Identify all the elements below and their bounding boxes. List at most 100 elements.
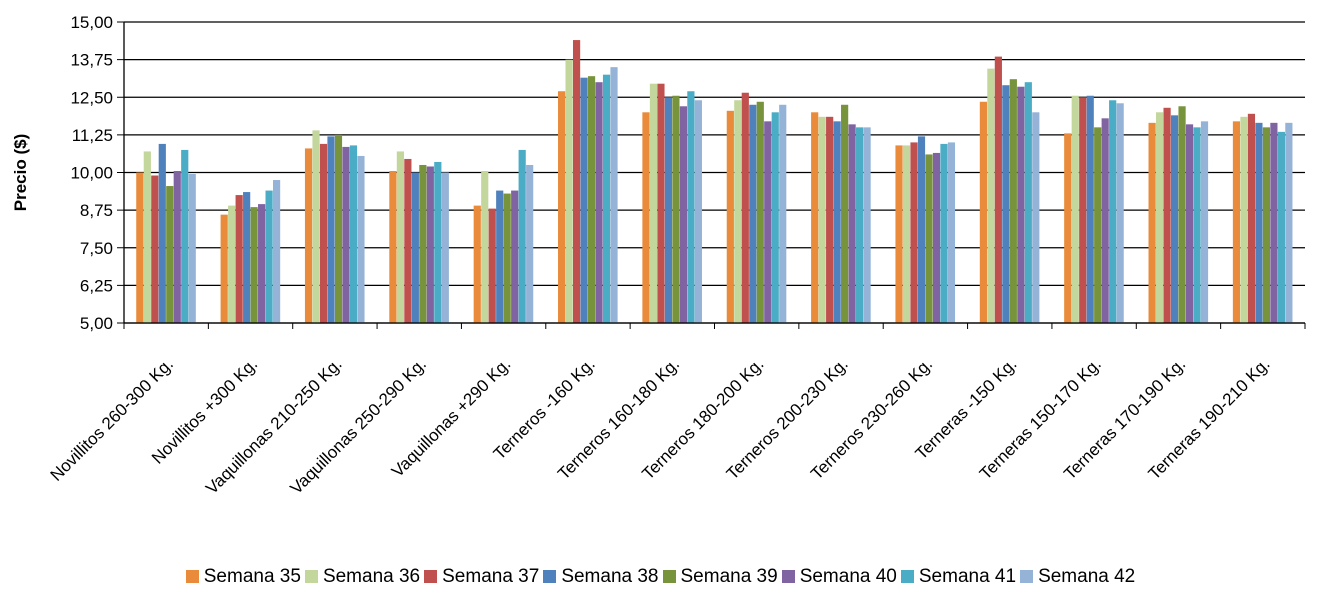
y-tick-label: 6,25 [80, 276, 113, 295]
bar [818, 116, 826, 323]
legend-label: Semana 41 [918, 566, 1017, 587]
bar [1270, 122, 1278, 324]
legend-item: Semana 41 [900, 566, 1017, 588]
bar [151, 175, 159, 323]
bar [220, 214, 228, 323]
bar [488, 208, 496, 323]
bar [841, 104, 849, 324]
bar [188, 174, 196, 323]
bar [987, 68, 995, 323]
x-tick-labels: Novillitos 260-300 Kg.Novillitos +300 Kg… [47, 354, 1274, 498]
bar [1185, 124, 1194, 323]
bar [1285, 122, 1293, 324]
bar [1255, 122, 1263, 324]
y-tick-label: 8,75 [80, 201, 113, 220]
y-tick-label: 7,50 [80, 239, 113, 258]
legend-label: Semana 37 [442, 566, 540, 587]
bar [602, 74, 611, 323]
bar [642, 112, 650, 323]
bar [304, 148, 313, 323]
x-tick-label: Novillitos 260-300 Kg. [47, 354, 177, 484]
legend-swatch [662, 570, 676, 583]
axes [123, 22, 1306, 329]
bar [396, 151, 404, 323]
legend: Semana 35 Semana 36 Semana 37 Semana 38 Sema… [0, 566, 1321, 588]
bar [848, 124, 856, 323]
bar [572, 40, 581, 324]
bar [580, 77, 588, 323]
bar [779, 104, 787, 324]
bar [265, 190, 273, 323]
bar [895, 145, 903, 323]
bar [672, 95, 680, 324]
bar [764, 121, 772, 323]
bar [649, 83, 658, 323]
bar [595, 82, 603, 323]
legend-label: Semana 36 [322, 566, 421, 587]
legend-swatch [304, 570, 318, 583]
x-tick-label: Vaquillonas 210-250 Kg. [202, 354, 346, 498]
y-tick-label: 13,75 [70, 51, 113, 70]
y-axis-label: Precio ($) [11, 134, 30, 211]
legend-swatch [185, 570, 199, 583]
legend-label: Semana 35 [203, 566, 301, 587]
bar [1156, 112, 1164, 323]
bar [441, 172, 449, 323]
bar [565, 59, 573, 323]
bar [496, 190, 504, 323]
bar-chart: 5,00 6,25 7,50 8,75 10,00 11,25 12,50 13,75 15,0… [11, 13, 1306, 498]
bar [357, 155, 365, 323]
bar [473, 205, 481, 323]
bar [756, 101, 764, 323]
bar [1277, 131, 1285, 323]
bar [1032, 112, 1040, 323]
bar [1101, 118, 1109, 323]
bar [826, 116, 834, 323]
bar [250, 207, 258, 323]
legend-swatch [1020, 570, 1034, 583]
bar [518, 149, 526, 323]
bar [434, 161, 442, 323]
bar [334, 134, 343, 323]
bar [235, 195, 243, 323]
legend-item: Semana 37 [424, 566, 539, 588]
legend-label: Semana 42 [1038, 566, 1136, 587]
bar [902, 145, 911, 323]
bar [312, 130, 320, 323]
bar [272, 180, 281, 323]
legend-item: Semana 39 [662, 566, 778, 588]
bar [349, 145, 358, 323]
legend-swatch [900, 570, 914, 583]
bar [940, 143, 948, 323]
bar [173, 170, 181, 323]
bars [136, 40, 1293, 324]
bar [1064, 133, 1072, 323]
bar [136, 172, 144, 323]
bar [610, 67, 618, 324]
bar [481, 170, 489, 323]
bar [657, 83, 665, 323]
bar [1116, 103, 1124, 324]
bar [687, 91, 695, 323]
bar [917, 136, 926, 323]
bar [856, 127, 864, 323]
bar [511, 190, 519, 323]
bar [1193, 127, 1201, 323]
bar [587, 76, 596, 324]
bar [342, 146, 350, 323]
bar [741, 92, 749, 323]
bar [319, 143, 328, 323]
bar [1240, 116, 1248, 323]
bar [994, 56, 1002, 324]
bar [503, 193, 511, 323]
bar [1163, 107, 1171, 323]
bar [910, 142, 918, 323]
bar [411, 172, 419, 323]
bar [833, 121, 841, 323]
bar [426, 166, 434, 323]
bar [1071, 95, 1079, 324]
legend-label: Semana 38 [561, 566, 659, 587]
bar [1200, 121, 1209, 323]
bar [1262, 127, 1271, 323]
bar [925, 154, 933, 323]
